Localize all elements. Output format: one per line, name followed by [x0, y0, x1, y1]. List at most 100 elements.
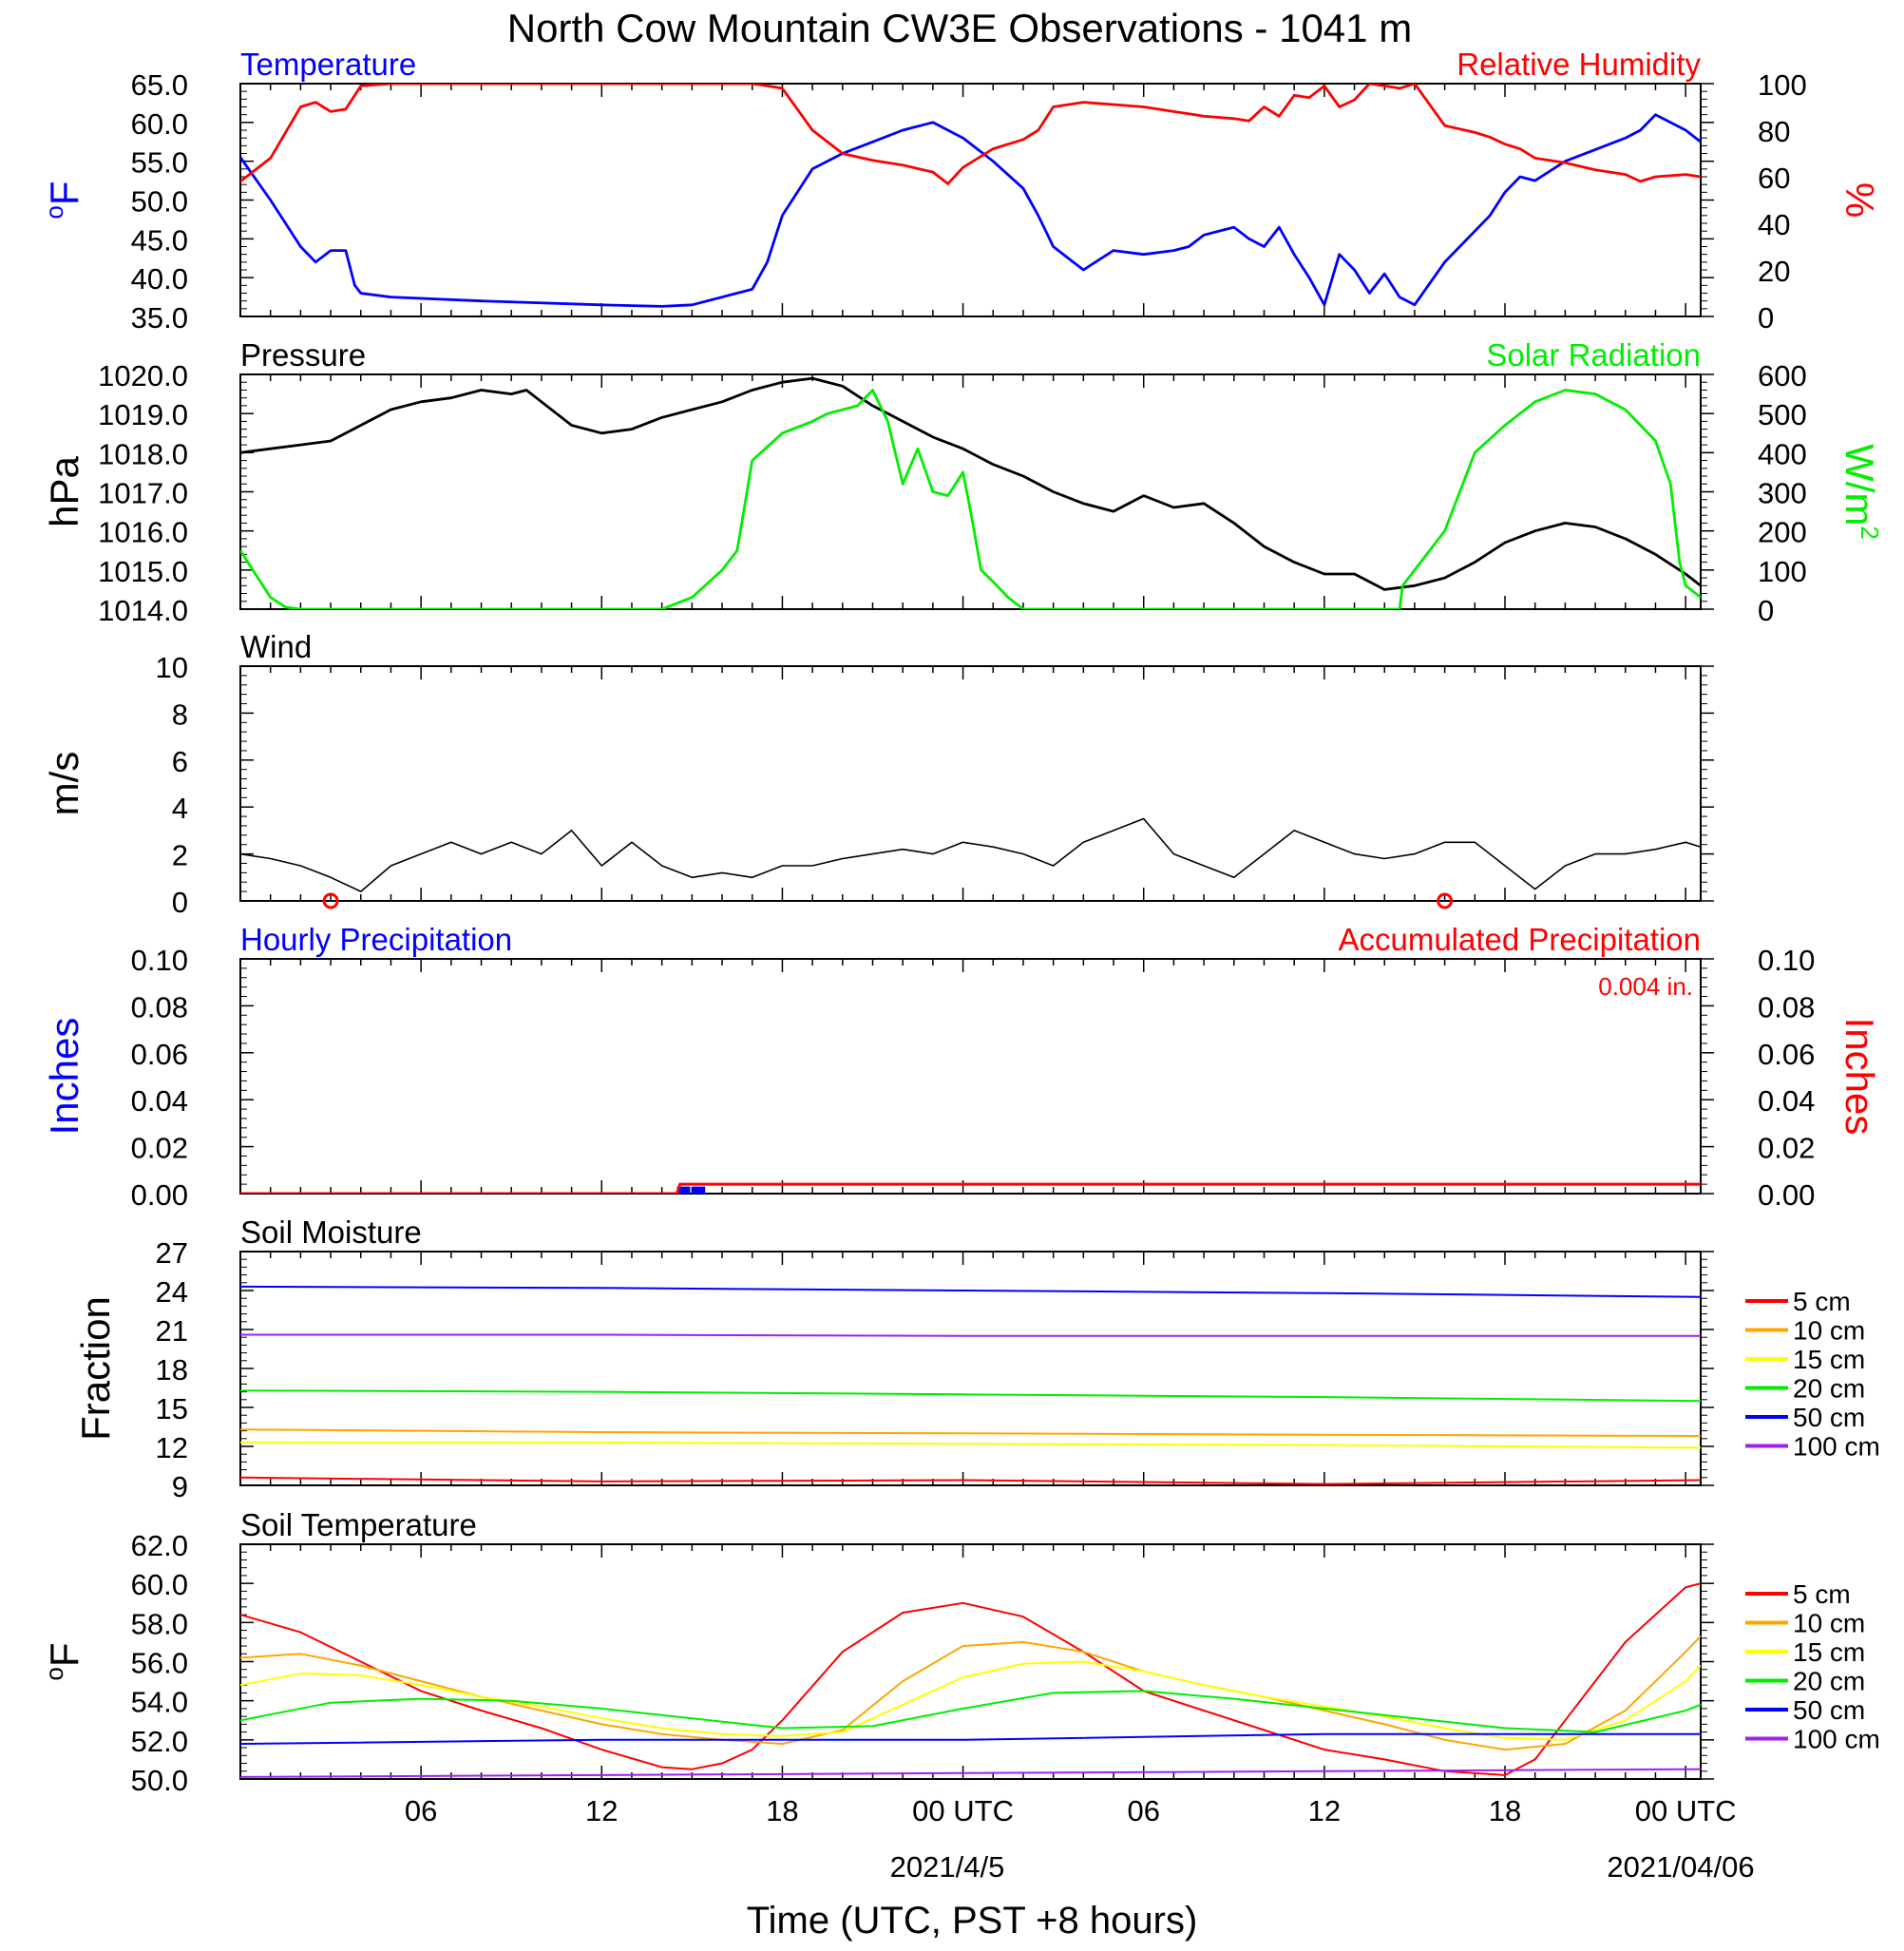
panel-title-right: Accumulated Precipitation: [1338, 922, 1701, 957]
y-tick-label-left: 60.0: [131, 107, 188, 141]
unit-degree: o: [40, 1667, 68, 1680]
y-tick-label-right: 0.02: [1758, 1132, 1815, 1165]
x-tick-label: 06: [405, 1794, 437, 1827]
legend-label: 15 cm: [1793, 1637, 1865, 1667]
panel-soil_temperature: 50.0 52.0 54.0 56.0 58.0 60.0 62.0 Soil Tempera…: [40, 1507, 1880, 1827]
legend-label: 5 cm: [1793, 1579, 1851, 1609]
y-tick-label-right: 500: [1758, 398, 1807, 431]
legend-label: 50 cm: [1793, 1695, 1865, 1725]
series-line: [240, 84, 1701, 185]
y-tick-label-left: 1016.0: [98, 516, 188, 549]
precip-bar: [692, 1186, 706, 1194]
panel-title-left: Pressure: [240, 337, 366, 373]
y-tick-label-left: 0.08: [131, 990, 188, 1023]
y-tick-label-left: 15: [156, 1392, 188, 1425]
x-tick-label: 18: [1489, 1794, 1521, 1827]
x-tick-label: 06: [1127, 1794, 1159, 1827]
y-tick-label-left: 0.10: [131, 944, 188, 977]
series-line: [240, 1690, 1701, 1733]
y-tick-label-left: 50.0: [131, 1764, 188, 1797]
legend-label: 20 cm: [1793, 1374, 1865, 1404]
y-tick-label-left: 45.0: [131, 223, 188, 257]
y-axis-label-left: oF: [40, 181, 86, 219]
x-tick-label: 18: [766, 1794, 798, 1827]
y-tick-label-right: 20: [1758, 255, 1790, 288]
y-axis-label-right: W/m2: [1837, 444, 1884, 540]
y-tick-label-left: 6: [172, 745, 188, 778]
y-tick-label-right: 100: [1758, 68, 1807, 102]
series-line: [240, 389, 1701, 609]
y-tick-label-left: 9: [172, 1470, 188, 1503]
date-label-1: 2021/4/5: [890, 1850, 1005, 1884]
panel-wind: 0 2 4 6 8 10 Wind m/s: [42, 629, 1714, 919]
unit-letter: F: [42, 181, 86, 205]
y-tick-label-left: 12: [156, 1431, 188, 1464]
calm-marker: [322, 892, 339, 909]
y-tick-label-right: 40: [1758, 208, 1790, 241]
y-tick-label-left: 4: [172, 792, 188, 825]
legend-label: 10 cm: [1793, 1316, 1865, 1346]
y-tick-label-left: 0: [172, 886, 188, 919]
series-line: [240, 1476, 1701, 1485]
series-line: [240, 1732, 1701, 1745]
series-group: [240, 84, 1701, 308]
panel-title-left: Soil Temperature: [240, 1507, 477, 1542]
y-tick-label-left: 62.0: [131, 1529, 188, 1562]
panel-title-left: Soil Moisture: [240, 1215, 422, 1250]
series-line: [240, 113, 1701, 308]
panel-title-right: Relative Humidity: [1457, 47, 1701, 82]
legend-label: 10 cm: [1793, 1609, 1865, 1638]
series-line: [240, 817, 1701, 892]
series-line: [240, 1660, 1701, 1741]
x-tick-label: 12: [585, 1794, 618, 1827]
y-tick-label-right: 600: [1758, 359, 1807, 392]
y-axis-label-left: oF: [40, 1642, 86, 1680]
panel-frame: [239, 1543, 1702, 1780]
y-tick-label-right: 0: [1758, 301, 1774, 335]
precip-bar: [676, 1186, 691, 1194]
y-axis-label-right: Inches: [1837, 1018, 1882, 1136]
y-tick-label-left: 56.0: [131, 1647, 188, 1680]
panel-frame: [239, 665, 1702, 902]
unit-letter: F: [42, 1642, 86, 1667]
y-tick-label-right: 200: [1758, 516, 1807, 549]
y-tick-label-left: 35.0: [131, 301, 188, 335]
y-tick-label-right: 80: [1758, 115, 1790, 148]
y-tick-label-right: 400: [1758, 437, 1807, 470]
series-group: [240, 1285, 1701, 1485]
y-tick-label-left: 52.0: [131, 1725, 188, 1758]
y-tick-label-left: 18: [156, 1353, 188, 1387]
y-tick-label-right: 0.00: [1758, 1178, 1815, 1212]
series-line: [240, 376, 1701, 591]
y-tick-label-left: 1015.0: [98, 555, 188, 588]
y-tick-label-left: 54.0: [131, 1686, 188, 1719]
y-tick-label-right: 0.10: [1758, 944, 1815, 977]
legend-label: 100 cm: [1793, 1432, 1880, 1462]
y-tick-label-left: 0.02: [131, 1132, 188, 1165]
calm-marker: [1437, 892, 1454, 909]
panel-title-left: Hourly Precipitation: [240, 922, 512, 957]
y-tick-label-left: 58.0: [131, 1607, 188, 1640]
panel-title-left: Temperature: [240, 47, 416, 82]
accumulated-line: [240, 1182, 1701, 1194]
unit-degree: o: [40, 205, 68, 219]
figure-title: North Cow Mountain CW3E Observations - 1…: [507, 6, 1412, 50]
series-line: [240, 1428, 1701, 1438]
y-tick-label-left: 24: [156, 1275, 188, 1309]
y-tick-label-right: 0.06: [1758, 1038, 1815, 1071]
panel-temp_rh: 35.0 40.0 45.0 50.0 55.0 60.0 65.0 0 20 40 60 80 100…: [40, 47, 1882, 335]
series-line: [240, 1768, 1701, 1778]
series-line: [240, 1333, 1701, 1337]
unit-text: W/m: [1837, 444, 1882, 526]
y-tick-label-left: 55.0: [131, 146, 188, 180]
y-tick-label-left: 65.0: [131, 68, 188, 102]
y-tick-label-left: 21: [156, 1314, 188, 1348]
y-axis-label-left: Inches: [42, 1018, 86, 1136]
x-tick-label: 00 UTC: [1635, 1794, 1737, 1827]
panel-title-left: Wind: [240, 629, 312, 664]
y-tick-label-right: 0.08: [1758, 990, 1815, 1023]
date-label-2: 2021/04/06: [1607, 1850, 1754, 1884]
